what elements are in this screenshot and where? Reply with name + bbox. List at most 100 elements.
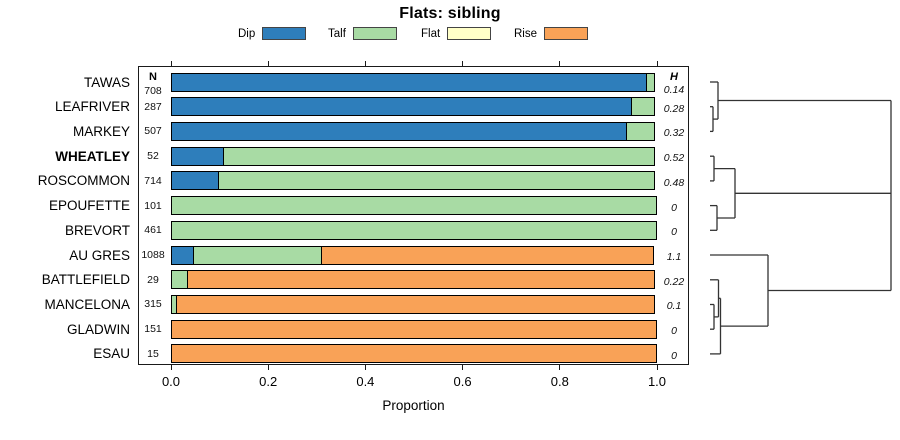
- axis-tick-top: [656, 61, 658, 66]
- plot-box: [138, 66, 689, 365]
- axis-tick-top: [559, 61, 561, 66]
- legend-swatch: [447, 27, 492, 40]
- h-value: 0.1: [666, 300, 682, 313]
- h-value: 0: [671, 226, 677, 239]
- axis-tick-label: 0.4: [356, 374, 375, 389]
- row-label: GLADWIN: [66, 321, 130, 337]
- h-value: 0.22: [663, 275, 685, 288]
- n-value: 1088: [141, 249, 165, 262]
- h-column-header: H: [670, 71, 678, 83]
- bar-segment-rise: [321, 245, 654, 265]
- axis-tick-top: [267, 61, 269, 66]
- row-label: TAWAS: [84, 74, 130, 90]
- stacked-bar: [171, 146, 656, 166]
- n-column-header: N: [149, 71, 157, 83]
- legend-item-dip: Dip: [238, 26, 307, 41]
- bar-segment-talf: [192, 245, 323, 265]
- bar-segment-dip: [171, 97, 633, 117]
- x-axis-title: Proportion: [382, 398, 445, 413]
- axis-tick-top: [170, 61, 172, 66]
- row-label: WHEATLEY: [55, 148, 130, 164]
- h-value: 0.52: [663, 152, 685, 165]
- n-value: 714: [144, 174, 162, 187]
- stacked-bar: [171, 72, 656, 92]
- bar-segment-talf: [645, 72, 656, 92]
- legend-label: Talf: [328, 27, 346, 40]
- bar-segment-rise: [171, 319, 657, 339]
- row-label: ROSCOMMON: [37, 173, 130, 189]
- axis-tick-label: 0.2: [259, 374, 278, 389]
- bar-segment-talf: [171, 220, 657, 240]
- bar-segment-rise: [171, 344, 657, 364]
- axis-tick-top: [462, 61, 464, 66]
- bar-segment-talf: [171, 196, 657, 216]
- row-label: ESAU: [93, 346, 130, 362]
- bar-segment-dip: [171, 245, 195, 265]
- bar-segment-rise: [186, 270, 656, 290]
- row-label: LEAFRIVER: [54, 99, 130, 115]
- n-value: 315: [144, 298, 162, 311]
- h-value: 0.14: [663, 84, 685, 96]
- stacked-bar: [171, 344, 657, 364]
- bar-segment-dip: [171, 171, 220, 191]
- axis-tick-top: [364, 61, 366, 66]
- bar-segment-talf: [171, 270, 188, 290]
- axis-tick-bottom: [364, 365, 366, 370]
- h-value: 0.32: [663, 127, 685, 140]
- legend-label: Rise: [514, 27, 538, 40]
- legend-item-talf: Talf: [328, 26, 397, 41]
- legend-swatch: [352, 27, 397, 40]
- bar-segment-dip: [171, 121, 628, 141]
- stacked-bar: [171, 245, 654, 265]
- h-value: 1.1: [666, 251, 682, 264]
- row-label: MANCELONA: [44, 296, 130, 312]
- row-label: EPOUFETTE: [48, 198, 130, 214]
- legend-item-flat: Flat: [421, 26, 492, 41]
- bar-segment-dip: [171, 146, 225, 166]
- axis-tick-bottom: [462, 365, 464, 370]
- n-value: 101: [144, 199, 162, 212]
- bar-segment-dip: [171, 72, 648, 92]
- legend-swatch: [544, 27, 589, 40]
- legend-item-rise: Rise: [514, 26, 589, 41]
- axis-tick-label: 1.0: [647, 374, 667, 389]
- legend-swatch: [262, 27, 307, 40]
- bar-segment-talf: [631, 97, 656, 117]
- h-value: 0: [671, 349, 677, 362]
- n-value: 29: [147, 273, 159, 286]
- row-label: AU GRES: [69, 247, 130, 263]
- stacked-bar: [171, 121, 656, 141]
- axis-tick-bottom: [170, 365, 172, 370]
- n-value: 15: [147, 347, 159, 360]
- axis-tick-label: 0.6: [453, 374, 472, 389]
- legend-label: Flat: [421, 27, 441, 40]
- stacked-bar: [171, 270, 656, 290]
- n-value: 287: [144, 100, 162, 113]
- h-value: 0: [671, 325, 677, 338]
- n-value: 461: [144, 224, 162, 237]
- n-value: 507: [144, 125, 162, 138]
- bar-segment-talf: [218, 171, 656, 191]
- n-value: 52: [147, 150, 159, 163]
- stacked-bar: [171, 196, 657, 216]
- row-label: BATTLEFIELD: [41, 272, 130, 288]
- axis-tick-bottom: [267, 365, 269, 370]
- axis-tick-bottom: [559, 365, 561, 370]
- h-value: 0.48: [663, 176, 685, 189]
- h-value: 0.28: [663, 102, 685, 115]
- bar-segment-talf: [626, 121, 656, 141]
- bar-segment-talf: [222, 146, 656, 166]
- axis-tick-label: 0.0: [161, 374, 181, 389]
- chart-title: Flats: sibling: [399, 5, 501, 22]
- stacked-bar: [171, 171, 656, 191]
- row-label: MARKEY: [72, 123, 130, 139]
- legend-label: Dip: [238, 27, 256, 40]
- bar-segment-rise: [175, 294, 656, 314]
- n-value: 151: [144, 323, 162, 336]
- stacked-bar: [171, 294, 656, 314]
- row-label: BREVORT: [64, 222, 130, 238]
- axis-tick-label: 0.8: [550, 374, 569, 389]
- stacked-bar: [171, 97, 656, 117]
- h-value: 0: [671, 201, 677, 214]
